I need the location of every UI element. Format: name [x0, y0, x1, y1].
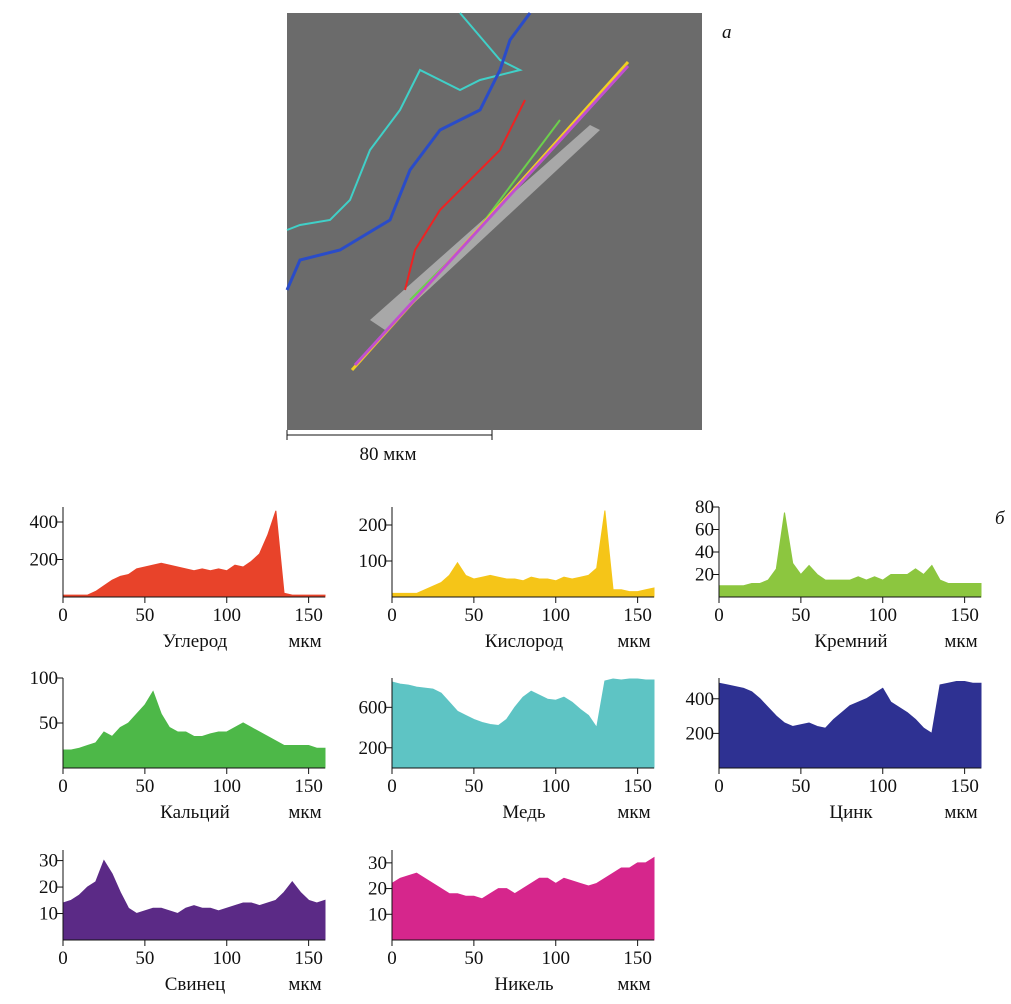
y-tick-label: 100 — [359, 551, 388, 572]
x-tick-label: 0 — [714, 605, 724, 626]
x-axis-unit: мкм — [288, 974, 321, 995]
x-tick-label: 100 — [542, 948, 571, 969]
x-tick-label: 100 — [542, 776, 571, 797]
x-tick-label: 50 — [135, 948, 154, 969]
x-tick-label: 150 — [623, 776, 652, 797]
x-axis-label: Медь — [502, 802, 545, 823]
x-tick-label: 150 — [950, 776, 979, 797]
x-axis-unit: мкм — [288, 631, 321, 652]
x-tick-label: 50 — [791, 776, 810, 797]
x-tick-label: 100 — [213, 948, 242, 969]
y-tick-label: 400 — [686, 689, 715, 710]
x-tick-label: 100 — [869, 605, 898, 626]
y-tick-label: 20 — [39, 877, 58, 898]
y-tick-label: 600 — [359, 697, 388, 718]
y-tick-label: 200 — [30, 550, 59, 571]
y-tick-label: 10 — [368, 904, 387, 925]
scan-line — [353, 64, 630, 367]
y-tick-label: 200 — [359, 738, 388, 759]
x-tick-label: 0 — [58, 605, 68, 626]
x-axis-label: Свинец — [165, 974, 226, 995]
y-tick-label: 30 — [39, 851, 58, 872]
x-axis-unit: мкм — [617, 974, 650, 995]
x-axis-label: Кислород — [485, 631, 564, 652]
x-axis-label: Цинк — [829, 802, 873, 823]
x-tick-label: 150 — [623, 948, 652, 969]
x-tick-label: 150 — [294, 776, 323, 797]
area — [62, 510, 326, 598]
x-tick-label: 150 — [623, 605, 652, 626]
particle — [370, 125, 600, 330]
area — [391, 510, 655, 598]
x-axis-unit: мкм — [617, 802, 650, 823]
x-tick-label: 0 — [387, 948, 397, 969]
x-axis-unit: мкм — [944, 631, 977, 652]
area — [391, 678, 655, 769]
y-tick-label: 20 — [368, 879, 387, 900]
micrograph — [285, 12, 702, 430]
x-tick-label: 50 — [135, 776, 154, 797]
x-tick-label: 0 — [714, 776, 724, 797]
x-axis-unit: мкм — [288, 802, 321, 823]
x-tick-label: 100 — [213, 776, 242, 797]
x-tick-label: 150 — [294, 605, 323, 626]
y-tick-label: 30 — [368, 853, 387, 874]
y-tick-label: 10 — [39, 904, 58, 925]
panel-label: а — [722, 22, 732, 43]
area — [62, 690, 326, 769]
y-tick-label: 100 — [30, 668, 59, 689]
x-tick-label: 0 — [58, 948, 68, 969]
x-axis-label: Углерод — [163, 631, 228, 652]
x-axis-label: Никель — [494, 974, 554, 995]
x-tick-label: 50 — [464, 605, 483, 626]
x-tick-label: 50 — [135, 605, 154, 626]
x-tick-label: 50 — [464, 776, 483, 797]
x-axis-label: Кальций — [160, 802, 230, 823]
x-tick-label: 0 — [387, 776, 397, 797]
area — [718, 680, 982, 769]
scan-line — [286, 12, 523, 231]
y-tick-label: 200 — [686, 723, 715, 744]
y-tick-label: 40 — [695, 542, 714, 563]
x-tick-label: 100 — [542, 605, 571, 626]
x-tick-label: 150 — [294, 948, 323, 969]
scale-label: 80 мкм — [359, 444, 416, 465]
x-tick-label: 50 — [791, 605, 810, 626]
x-tick-label: 150 — [950, 605, 979, 626]
x-tick-label: 100 — [213, 605, 242, 626]
y-tick-label: 20 — [695, 565, 714, 586]
x-tick-label: 0 — [387, 605, 397, 626]
x-tick-label: 50 — [464, 948, 483, 969]
x-tick-label: 100 — [869, 776, 898, 797]
x-tick-label: 0 — [58, 776, 68, 797]
y-tick-label: 400 — [30, 512, 59, 533]
x-axis-label: Кремний — [814, 631, 887, 652]
y-tick-label: 50 — [39, 713, 58, 734]
x-axis-unit: мкм — [617, 631, 650, 652]
scan-line — [285, 12, 532, 291]
x-axis-unit: мкм — [944, 802, 977, 823]
area — [62, 859, 326, 941]
y-tick-label: 80 — [695, 497, 714, 518]
y-tick-label: 200 — [359, 515, 388, 536]
y-tick-label: 60 — [695, 520, 714, 541]
area — [391, 856, 655, 941]
panel-label: б — [995, 508, 1006, 529]
area — [718, 512, 982, 598]
scan-line — [404, 99, 526, 291]
